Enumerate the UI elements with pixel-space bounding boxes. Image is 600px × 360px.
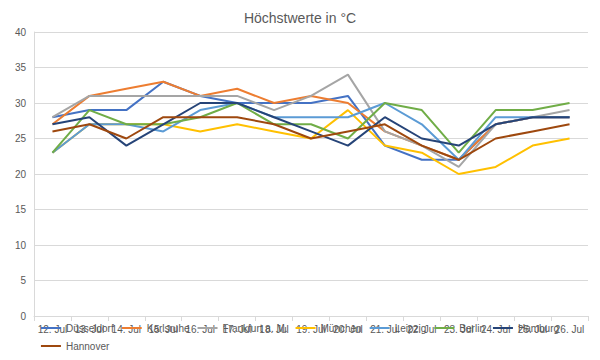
svg-text:30: 30: [15, 98, 27, 109]
svg-text:Höchstwerte in °C: Höchstwerte in °C: [244, 10, 356, 26]
svg-text:Hamburg: Hamburg: [518, 323, 559, 334]
svg-text:5: 5: [20, 275, 26, 286]
svg-text:12. Jul: 12. Jul: [38, 324, 67, 335]
svg-text:40: 40: [15, 27, 27, 38]
svg-text:Leipzig: Leipzig: [395, 323, 427, 334]
svg-text:16. Jul: 16. Jul: [185, 323, 215, 335]
svg-text:München: München: [321, 323, 362, 334]
svg-text:26. Jul: 26. Jul: [555, 324, 584, 335]
svg-text:0: 0: [20, 311, 26, 322]
svg-text:Frankfurt a. M.: Frankfurt a. M.: [223, 323, 288, 334]
svg-text:35: 35: [15, 62, 27, 73]
svg-text:21. Jul: 21. Jul: [370, 323, 400, 335]
svg-text:20: 20: [15, 169, 27, 180]
svg-text:14. Jul: 14. Jul: [112, 324, 141, 335]
svg-text:Berlin: Berlin: [459, 323, 485, 334]
svg-text:25: 25: [15, 133, 27, 144]
svg-text:15: 15: [15, 204, 27, 215]
svg-text:Karlsruhe: Karlsruhe: [147, 323, 190, 334]
svg-text:10: 10: [15, 240, 27, 251]
svg-text:Hannover: Hannover: [66, 341, 110, 352]
svg-text:19. Jul: 19. Jul: [296, 323, 326, 335]
svg-text:Düsseldorf: Düsseldorf: [66, 323, 114, 334]
svg-text:24. Jul: 24. Jul: [480, 323, 511, 335]
